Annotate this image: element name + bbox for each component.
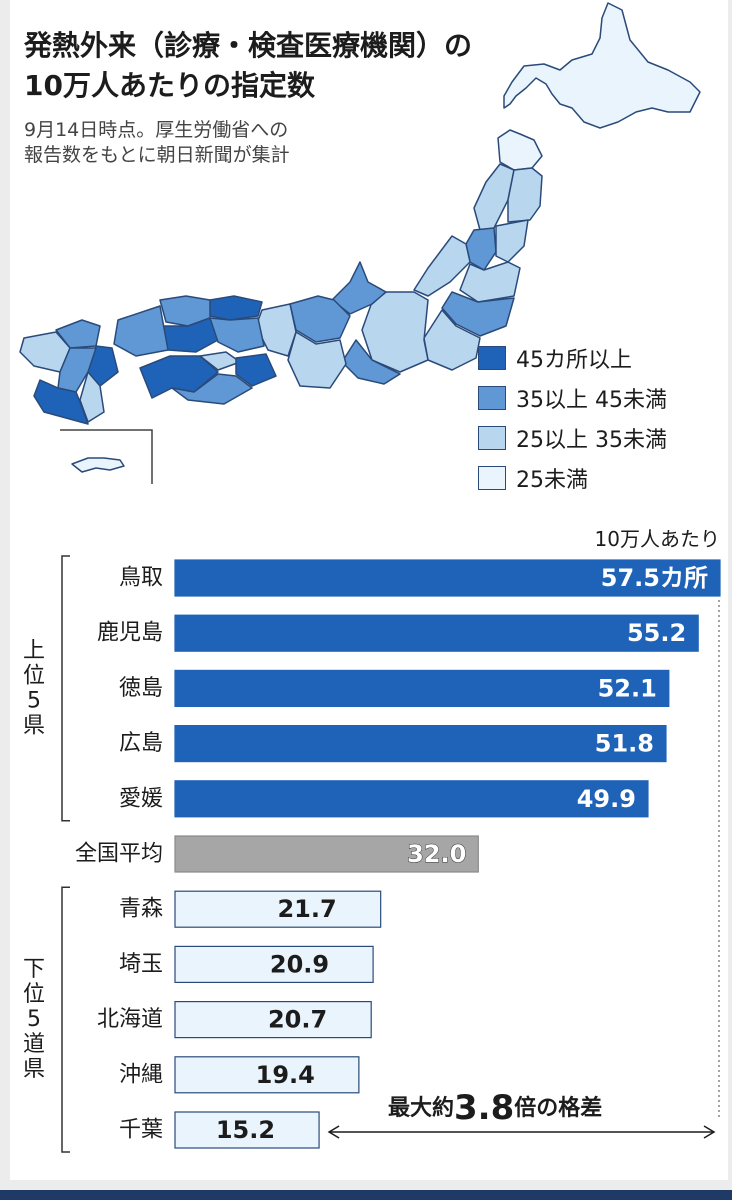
japan-prefecture-map [19,2,701,484]
category-label: 千葉 [119,1118,163,1143]
gap-annotation-number: 3.8 [454,1088,514,1128]
map-region-aomori [497,129,543,171]
category-label: 全国平均 [75,842,163,867]
legend-label: 35以上 45未満 [516,388,667,413]
group-label-char: 県 [23,1057,45,1082]
data-label: 55.2 [627,619,686,647]
data-label: 32.0 [407,840,466,868]
map-region-chubu [361,291,429,373]
legend-label: 45カ所以上 [516,348,632,373]
map-region-kinki-north [289,295,351,343]
data-label: 57.5カ所 [601,564,708,592]
map-region-akita [473,163,515,231]
data-label: 20.7 [268,1006,327,1034]
legend-item-45-plus: 45カ所以上 [478,338,667,378]
data-label: 21.7 [277,895,336,923]
legend-swatch [478,386,506,410]
bar [174,945,374,984]
category-label: 徳島 [119,676,163,701]
source-note: 9月14日時点。厚生労働省への 報告数をもとに朝日新聞が集計 [24,118,290,168]
gap-arrow-head-left [327,1125,340,1139]
map-region-north-kanto [441,291,515,337]
data-label: 15.2 [216,1116,275,1144]
data-label: 20.9 [270,950,329,978]
map-region-hokkaido [503,2,701,129]
bar [174,724,667,763]
group-bracket [61,555,70,822]
group-label-char: 道 [23,1032,45,1057]
map-region-kagoshima [33,379,89,425]
map-region-fukushima [459,261,521,303]
group-label-char: 位 [23,982,45,1007]
category-label: 埼玉 [119,952,163,977]
bar [174,780,649,818]
legend-swatch [478,346,506,370]
group-label-char: 5 [27,688,41,713]
map-region-ehime [139,355,219,399]
source-note-line-2: 報告数をもとに朝日新聞が集計 [24,144,290,166]
data-label: 51.8 [595,730,654,758]
bar [174,1000,372,1039]
bar [174,559,721,597]
legend-swatch [478,426,506,450]
group-label-char: 位 [23,663,45,688]
bar [174,614,699,652]
legend-swatch [478,466,506,490]
legend-item-35-45: 35以上 45未満 [478,378,667,418]
map-region-yamaguchi [113,305,169,357]
bottom-strip [0,1190,732,1200]
legend-item-under-25: 25未満 [478,458,667,498]
map-region-tokushima [235,353,277,387]
map-legend: 45カ所以上 35以上 45未満 25以上 35未満 25未満 [478,338,667,498]
map-region-iwate [507,167,543,223]
category-label: 愛媛 [119,786,163,811]
bar [174,835,479,873]
group-label-char: 上 [23,638,45,663]
legend-label: 25以上 35未満 [516,428,667,453]
legend-label: 25未満 [516,468,588,493]
gap-annotation: 最大約3.8倍の格差 [388,1088,602,1128]
group-label-char: 下 [23,957,45,982]
map-region-okinawa [71,457,125,473]
category-label: 鹿児島 [97,621,163,646]
bar [174,669,670,708]
category-label: 広島 [119,731,163,756]
data-label: 52.1 [598,674,657,702]
unit-label: 10万人あたり [594,527,720,551]
category-label: 北海道 [97,1007,163,1032]
map-region-kochi [171,373,253,405]
bar [174,1056,360,1094]
group-bracket [61,886,70,1153]
gap-annotation-prefix: 最大約 [388,1095,454,1121]
map-region-miyagi [495,219,529,263]
bar [174,1111,320,1149]
okinawa-inset-frame [60,429,153,484]
category-label: 鳥取 [119,566,163,591]
data-label: 19.4 [256,1061,315,1089]
map-region-kinki-south [287,331,347,389]
title-line-1: 発熱外来（診療・検査医療機関）の [24,29,473,62]
map-region-miyazaki [79,371,105,423]
group-label-char: 5 [27,1007,41,1032]
map-region-okayama [209,317,265,353]
source-note-line-1: 9月14日時点。厚生労働省への [24,119,289,141]
bar [174,890,382,928]
gap-annotation-suffix: 倍の格差 [514,1095,602,1121]
group-label-char: 県 [23,713,45,738]
category-label: 青森 [119,897,163,922]
map-region-hokuriku [331,261,387,315]
title-line-2: 10万人あたりの指定数 [24,69,315,102]
category-label: 沖縄 [119,1062,163,1087]
data-label: 49.9 [577,785,636,813]
map-region-niigata [413,235,471,297]
gap-arrow-head-right [703,1125,716,1139]
page-title: 発熱外来（診療・検査医療機関）の 10万人あたりの指定数 [24,26,472,106]
legend-item-25-35: 25以上 35未満 [478,418,667,458]
